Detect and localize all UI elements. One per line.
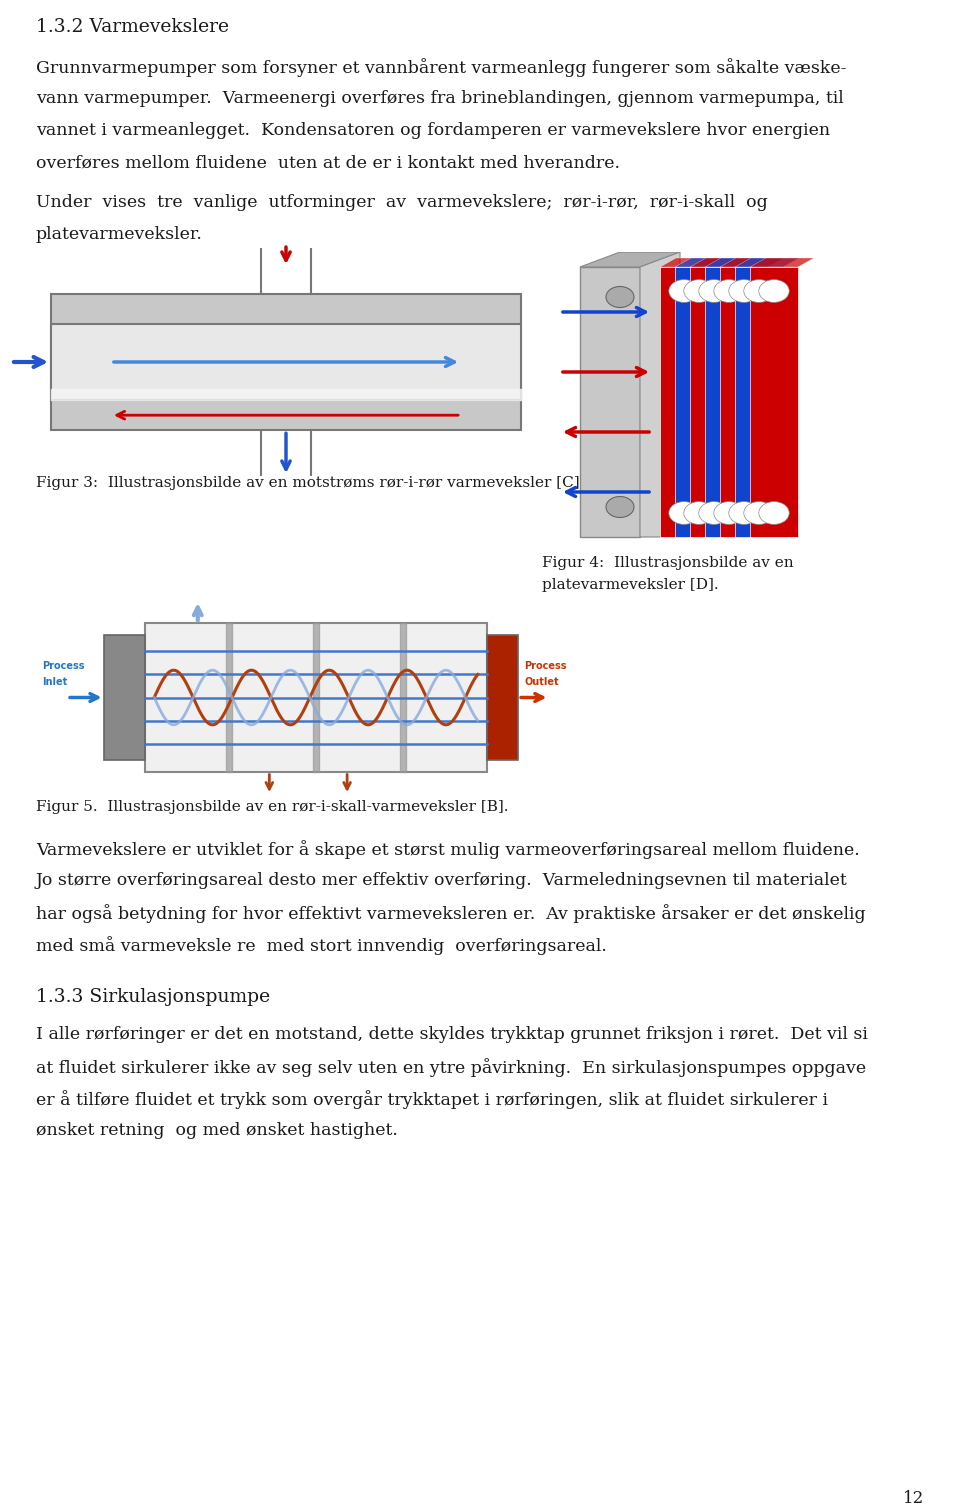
- Circle shape: [699, 279, 730, 303]
- Circle shape: [758, 502, 789, 525]
- Circle shape: [699, 502, 730, 525]
- Text: Outlet: Outlet: [524, 677, 559, 688]
- Polygon shape: [705, 258, 769, 267]
- Text: at fluidet sirkulerer ikke av seg selv uten en ytre påvirkning.  En sirkulasjons: at fluidet sirkulerer ikke av seg selv u…: [36, 1059, 866, 1077]
- Text: overføres mellom fluidene  uten at de er i kontakt med hverandre.: overføres mellom fluidene uten at de er …: [36, 154, 620, 170]
- Polygon shape: [675, 267, 723, 537]
- Text: 12: 12: [902, 1490, 924, 1506]
- Text: Figur 4:  Illustrasjonsbilde av en: Figur 4: Illustrasjonsbilde av en: [542, 556, 794, 570]
- Polygon shape: [690, 267, 738, 537]
- FancyBboxPatch shape: [51, 324, 521, 400]
- Circle shape: [758, 279, 789, 303]
- Polygon shape: [750, 267, 798, 537]
- Polygon shape: [313, 623, 319, 772]
- Circle shape: [669, 279, 699, 303]
- Text: Under  vises  tre  vanlige  utforminger  av  varmevekslere;  rør-i-rør,  rør-i-s: Under vises tre vanlige utforminger av v…: [36, 195, 768, 211]
- Text: Process: Process: [524, 662, 567, 671]
- Text: Varmevekslere er utviklet for å skape et størst mulig varmeoverføringsareal mell: Varmevekslere er utviklet for å skape et…: [36, 840, 860, 860]
- FancyBboxPatch shape: [51, 294, 521, 430]
- Polygon shape: [660, 267, 708, 537]
- Polygon shape: [750, 258, 814, 267]
- FancyBboxPatch shape: [145, 623, 487, 772]
- Circle shape: [714, 502, 744, 525]
- Text: platevarmeveksler [D].: platevarmeveksler [D].: [542, 578, 719, 593]
- Circle shape: [606, 287, 634, 308]
- Polygon shape: [735, 258, 799, 267]
- Text: Figur 3:  Illustrasjonsbilde av en motstrøms rør-i-rør varmeveksler [C].: Figur 3: Illustrasjonsbilde av en motstr…: [36, 477, 585, 490]
- Text: 1.3.3 Sirkulasjonspumpe: 1.3.3 Sirkulasjonspumpe: [36, 988, 270, 1006]
- Text: Process: Process: [42, 662, 84, 671]
- Circle shape: [606, 496, 634, 517]
- Text: 1.3.2 Varmevekslere: 1.3.2 Varmevekslere: [36, 18, 229, 36]
- Circle shape: [684, 502, 714, 525]
- Polygon shape: [690, 258, 754, 267]
- Polygon shape: [226, 623, 232, 772]
- Polygon shape: [675, 258, 739, 267]
- Circle shape: [744, 502, 774, 525]
- Circle shape: [714, 279, 744, 303]
- Text: har også betydning for hvor effektivt varmeveksleren er.  Av praktiske årsaker e: har også betydning for hvor effektivt va…: [36, 903, 866, 923]
- Text: med små varmeveksle re  med stort innvendig  overføringsareal.: med små varmeveksle re med stort innvend…: [36, 936, 607, 955]
- Polygon shape: [720, 267, 768, 537]
- Text: platevarmeveksler.: platevarmeveksler.: [36, 226, 203, 243]
- Text: Jo større overføringsareal desto mer effektiv overføring.  Varmeledningsevnen ti: Jo større overføringsareal desto mer eff…: [36, 872, 848, 890]
- Polygon shape: [705, 267, 753, 537]
- Circle shape: [669, 502, 699, 525]
- Polygon shape: [640, 252, 680, 537]
- Text: ønsket retning  og med ønsket hastighet.: ønsket retning og med ønsket hastighet.: [36, 1122, 397, 1139]
- Circle shape: [684, 279, 714, 303]
- Text: Grunnvarmepumper som forsyner et vannbårent varmeanlegg fungerer som såkalte væs: Grunnvarmepumper som forsyner et vannbår…: [36, 57, 847, 77]
- Circle shape: [729, 502, 759, 525]
- Circle shape: [744, 279, 774, 303]
- Text: Figur 5.  Illustrasjonsbilde av en rør-i-skall-varmeveksler [B].: Figur 5. Illustrasjonsbilde av en rør-i-…: [36, 801, 509, 814]
- Text: vann varmepumper.  Varmeenergi overføres fra brineblandingen, gjennom varmepumpa: vann varmepumper. Varmeenergi overføres …: [36, 90, 844, 107]
- Text: Inlet: Inlet: [42, 677, 67, 688]
- Polygon shape: [660, 258, 724, 267]
- Text: vannet i varmeanlegget.  Kondensatoren og fordamperen er varmevekslere hvor ener: vannet i varmeanlegget. Kondensatoren og…: [36, 122, 830, 139]
- Polygon shape: [720, 258, 784, 267]
- FancyBboxPatch shape: [487, 635, 518, 760]
- Polygon shape: [735, 267, 783, 537]
- Text: I alle rørføringer er det en motstand, dette skyldes trykktap grunnet friksjon i: I alle rørføringer er det en motstand, d…: [36, 1025, 868, 1044]
- Polygon shape: [580, 252, 680, 267]
- Circle shape: [729, 279, 759, 303]
- Polygon shape: [580, 267, 640, 537]
- Polygon shape: [400, 623, 406, 772]
- Text: er å tilføre fluidet et trykk som overgår trykktapet i rørføringen, slik at flui: er å tilføre fluidet et trykk som overgå…: [36, 1090, 828, 1108]
- FancyBboxPatch shape: [105, 635, 145, 760]
